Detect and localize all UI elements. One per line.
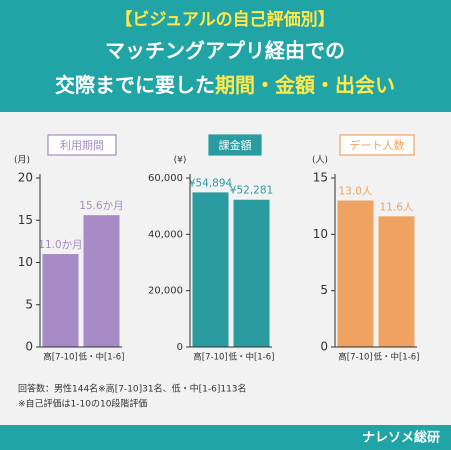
brand: ナレソメ総研 <box>362 430 440 446</box>
y-tick-label: 0 <box>320 340 328 354</box>
value-label: ¥54,894 <box>189 177 233 189</box>
bar <box>42 254 79 347</box>
value-label: 15.6か月 <box>79 200 123 212</box>
y-unit: (月) <box>14 155 30 166</box>
y-tick-label: 10 <box>18 255 33 269</box>
value-label: 11.6人 <box>380 201 414 213</box>
footnote: 回答数：男性144名※高[7-10]31名、低・中[1-6]113名 <box>18 383 247 395</box>
y-unit: (人) <box>312 155 328 166</box>
x-tick-label: 高[7-10] <box>338 352 372 363</box>
header-line1: 【ビジュアルの自己評価別】 <box>115 9 334 30</box>
header-line3: 交際までに要した期間・金額・出会い <box>55 73 395 97</box>
header-bg <box>0 0 451 112</box>
value-label: 11.0か月 <box>38 239 82 251</box>
chart-title: 課金額 <box>219 138 252 152</box>
y-tick-label: 15 <box>313 171 328 185</box>
header-line3a: 交際までに要した <box>55 73 215 97</box>
chart-title-box <box>47 134 117 156</box>
x-tick-label: 低・中[1-6] <box>228 352 274 363</box>
y-tick-label: 40,000 <box>148 229 183 240</box>
header-line3b: 期間・金額・出会い <box>215 73 395 97</box>
bar <box>233 199 270 347</box>
y-tick-label: 60,000 <box>148 173 183 184</box>
value-label: ¥52,281 <box>230 185 273 197</box>
header-line2: マッチングアプリ経由での <box>105 39 345 63</box>
y-tick-label: 20 <box>18 171 33 185</box>
x-tick-label: 高[7-10] <box>43 352 77 363</box>
y-tick-label: 15 <box>18 213 33 227</box>
y-unit: (¥) <box>174 156 187 166</box>
footer-bg <box>0 425 451 450</box>
y-tick-label: 5 <box>25 297 33 311</box>
chart-title: デート人数 <box>350 138 405 152</box>
chart-title: 利用期間 <box>60 139 104 152</box>
x-tick-label: 低・中[1-6] <box>78 352 124 363</box>
y-tick-label: 0 <box>177 342 183 353</box>
value-label: 13.0人 <box>339 186 373 198</box>
bar <box>337 200 374 347</box>
y-tick-label: 5 <box>320 283 328 297</box>
y-tick-label: 10 <box>313 227 328 241</box>
x-tick-label: 高[7-10] <box>193 352 227 363</box>
footnote: ※自己評価は1-10の10段階評価 <box>18 398 147 410</box>
y-tick-label: 20,000 <box>148 286 183 297</box>
bar <box>83 215 120 347</box>
bar <box>192 192 229 347</box>
chart-title-box <box>208 134 262 156</box>
y-tick-label: 0 <box>25 340 33 354</box>
x-tick-label: 低・中[1-6] <box>373 352 419 363</box>
chart-title-box <box>339 134 415 156</box>
bar <box>378 216 415 347</box>
